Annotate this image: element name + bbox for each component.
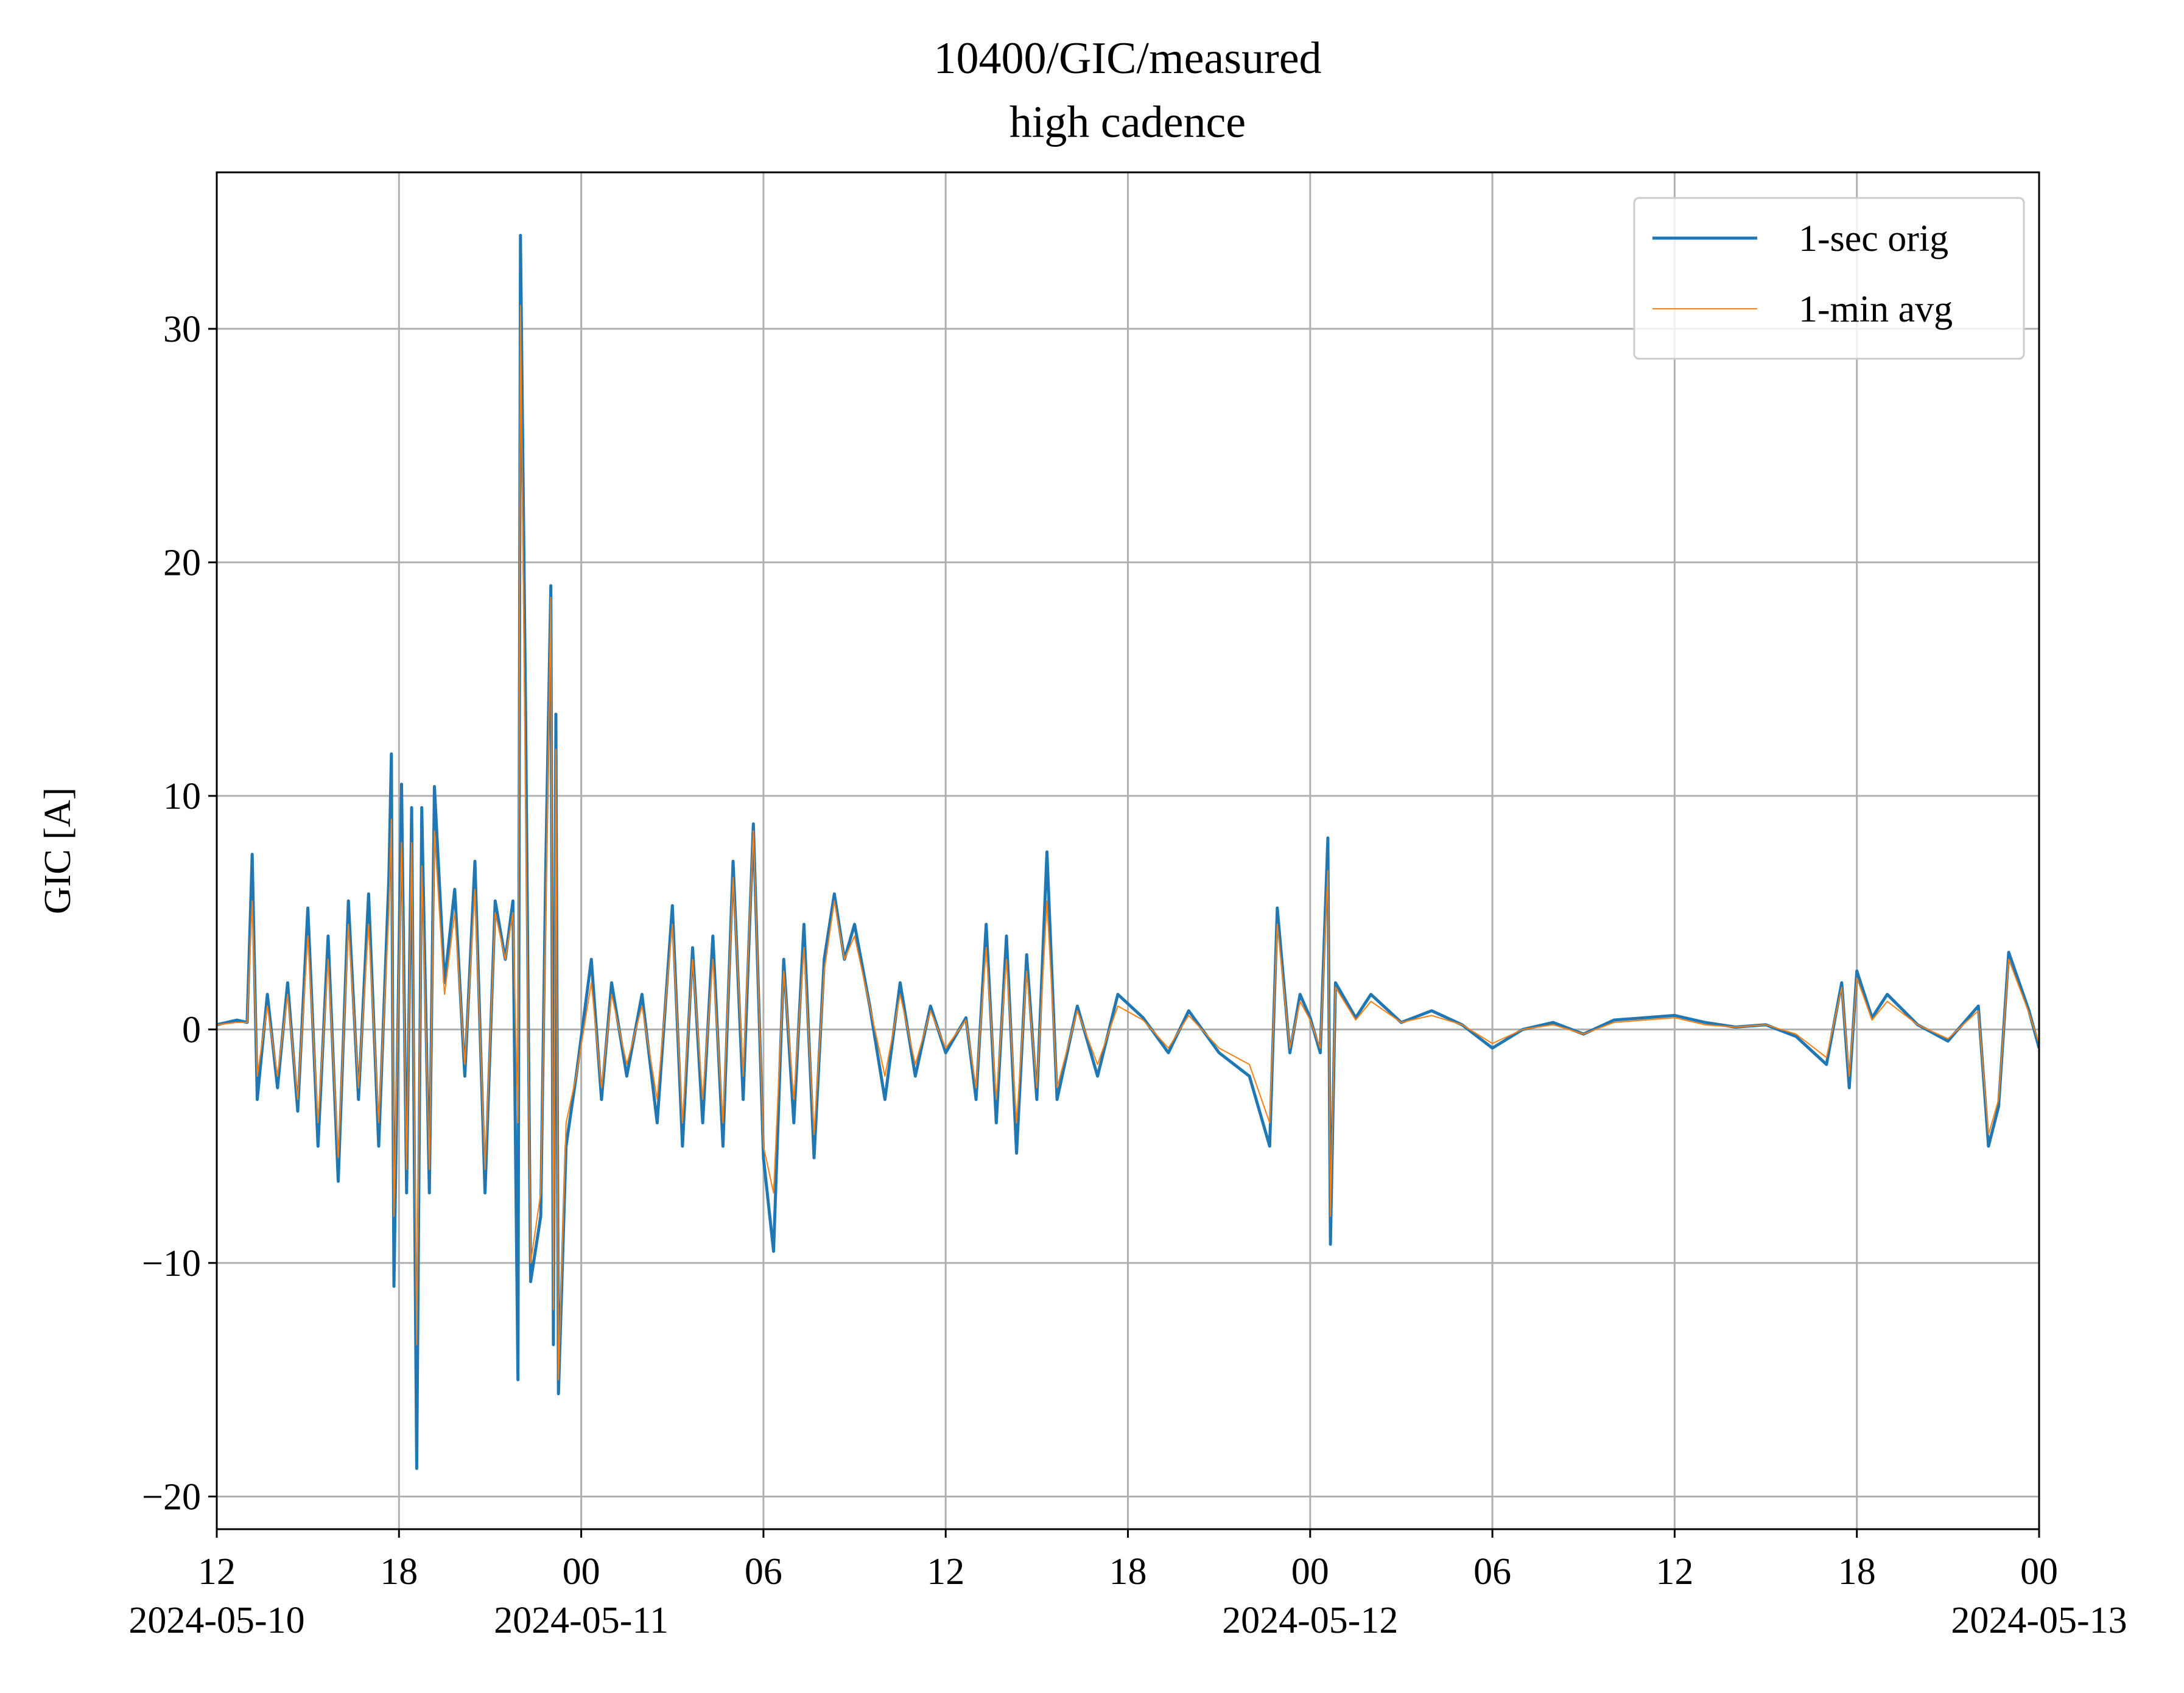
x-tick-label: 12 2024-05-10: [128, 1551, 304, 1641]
y-tick-label: −10: [142, 1243, 201, 1284]
x-tick-label: 18: [380, 1551, 418, 1593]
x-tick-label-line: 06: [1473, 1551, 1511, 1593]
x-tick-label-line: 2024-05-12: [1222, 1600, 1398, 1641]
x-tick-label: 18: [1838, 1551, 1876, 1593]
y-tick-label: 0: [182, 1009, 201, 1051]
chart-title: 10400/GIC/measured: [933, 33, 1321, 83]
data-line: [217, 304, 2039, 1381]
plot-frame: [216, 171, 2040, 1530]
x-tick-label-line: 00: [2020, 1551, 2058, 1593]
y-axis-label: GIC [A]: [37, 787, 79, 914]
x-tick-label-line: 06: [745, 1551, 782, 1593]
x-tick-label-line: 2024-05-11: [494, 1600, 669, 1641]
x-tick-label: 12: [927, 1551, 964, 1593]
x-tick-label: 00 2024-05-11: [494, 1551, 669, 1641]
x-tick-label-line: 12: [198, 1551, 236, 1593]
x-tick-label-line: 12: [1656, 1551, 1693, 1593]
y-tick-label: 20: [163, 542, 201, 583]
x-tick-label: 00 2024-05-12: [1222, 1551, 1398, 1641]
x-tick-label-line: 2024-05-13: [1951, 1600, 2127, 1641]
x-tick-label-line: 00: [1291, 1551, 1329, 1593]
x-tick-label: 06: [745, 1551, 782, 1593]
y-tick-label: 30: [163, 309, 201, 350]
x-tick-label-line: 18: [1109, 1551, 1147, 1593]
x-tick-label: 12: [1656, 1551, 1693, 1593]
legend-label: 1-sec orig: [1799, 218, 1948, 259]
y-tick-label: 10: [163, 776, 201, 817]
legend-label: 1-min avg: [1799, 289, 1953, 330]
x-tick-label-line: 00: [563, 1551, 600, 1593]
x-tick-label-line: 2024-05-10: [128, 1600, 304, 1641]
x-tick-label-line: 18: [380, 1551, 418, 1593]
x-tick-label: 18: [1109, 1551, 1147, 1593]
x-tick-label-line: 12: [927, 1551, 964, 1593]
y-tick-label: −20: [142, 1476, 201, 1518]
x-tick-label: 00 2024-05-13: [1951, 1551, 2127, 1641]
x-tick-label-line: 18: [1838, 1551, 1876, 1593]
x-tick-label: 06: [1473, 1551, 1511, 1593]
chart-subtitle: high cadence: [1009, 97, 1246, 147]
